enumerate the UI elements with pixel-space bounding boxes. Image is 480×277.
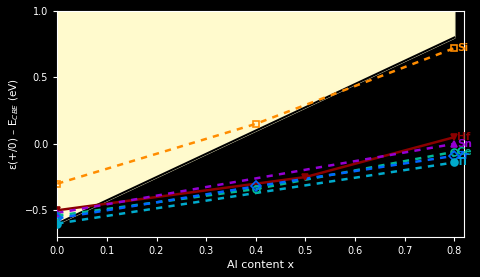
Y-axis label: ε(+/0) – E$_{CBE}$ (eV): ε(+/0) – E$_{CBE}$ (eV) bbox=[7, 78, 21, 170]
X-axis label: Al content x: Al content x bbox=[227, 260, 294, 270]
Text: Ge: Ge bbox=[457, 147, 472, 157]
Text: Ti: Ti bbox=[457, 157, 468, 167]
Text: Sn: Sn bbox=[457, 139, 472, 149]
Text: Si: Si bbox=[457, 43, 468, 53]
Text: Zr: Zr bbox=[457, 151, 469, 161]
Text: Hf: Hf bbox=[457, 132, 470, 142]
